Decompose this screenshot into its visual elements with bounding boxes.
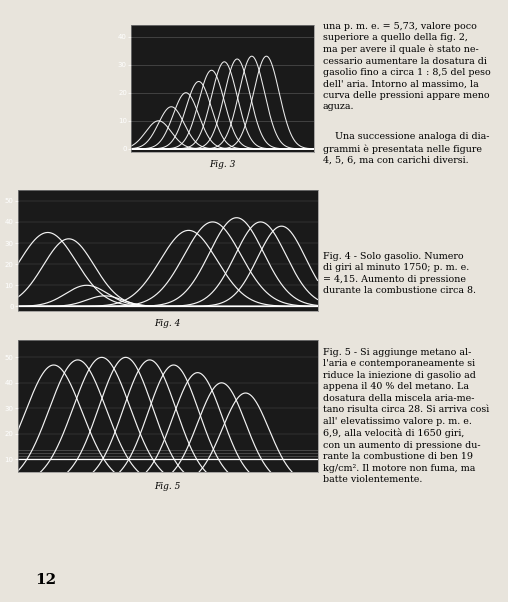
Text: 12: 12 (35, 573, 56, 587)
Text: Fig. 5 - Si aggiunge metano al-
l'aria e contemporaneamente si
riduce la iniezio: Fig. 5 - Si aggiunge metano al- l'aria e… (323, 348, 489, 484)
Text: Fig. 3: Fig. 3 (209, 160, 236, 169)
Text: Una successione analoga di dia-
grammi è presentata nelle figure
4, 5, 6, ma con: Una successione analoga di dia- grammi è… (323, 132, 489, 165)
Text: Fig. 5: Fig. 5 (154, 482, 181, 491)
Text: Fig. 4: Fig. 4 (154, 319, 181, 328)
Text: una p. m. e. = 5,73, valore poco
superiore a quello della fig. 2,
ma per avere i: una p. m. e. = 5,73, valore poco superio… (323, 22, 490, 111)
Text: Fig. 4 - Solo gasolio. Numero
di giri al minuto 1750; p. m. e.
= 4,15. Aumento d: Fig. 4 - Solo gasolio. Numero di giri al… (323, 252, 475, 295)
